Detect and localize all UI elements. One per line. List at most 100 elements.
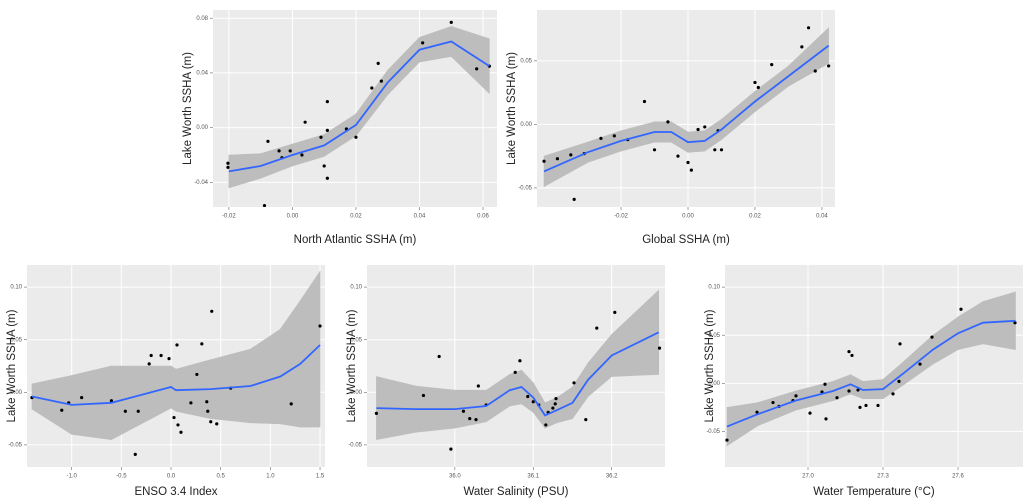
confidence-band (450, 26, 490, 95)
plot-area (542, 26, 831, 201)
y-tick-label: 0.10 (10, 285, 22, 291)
x-tick-label: 0.5 (217, 474, 226, 480)
data-point (542, 159, 546, 163)
data-point (370, 86, 374, 90)
data-point (725, 438, 729, 442)
data-point (584, 418, 588, 422)
data-point (689, 168, 693, 172)
data-point (209, 420, 213, 424)
y-tick-label: 0.05 (708, 333, 720, 339)
data-point (325, 100, 329, 104)
data-point (719, 148, 724, 152)
data-point (379, 79, 383, 83)
data-point (210, 309, 214, 313)
x-axis-label: North Atlantic SSHA (m) (294, 234, 417, 246)
data-point (149, 353, 153, 358)
data-point (569, 153, 573, 157)
data-point (325, 128, 329, 132)
data-point (176, 423, 180, 427)
data-point (756, 85, 760, 90)
data-point (755, 410, 759, 414)
x-tick-label: 0.00 (682, 214, 694, 220)
data-point (289, 402, 293, 406)
panel: -0.05 0.00 0.05 0.10 -1.0 -0.5 0.0 0.5 1.0 1.5 ENS… (6, 265, 325, 498)
x-tick-label: -1.0 (67, 474, 78, 480)
data-point (827, 64, 831, 68)
data-point (808, 411, 812, 415)
data-point (652, 148, 657, 152)
data-point (595, 326, 599, 330)
data-point (468, 417, 472, 421)
x-tick-label: 1.0 (266, 474, 275, 480)
data-point (189, 401, 193, 405)
confidence-band (982, 291, 1016, 351)
data-point (572, 381, 576, 385)
data-point (898, 342, 902, 346)
data-point (449, 20, 453, 24)
data-point (200, 342, 204, 346)
confidence-band (788, 27, 829, 87)
data-point (354, 135, 358, 139)
data-point (215, 422, 219, 426)
data-point (657, 346, 662, 350)
x-tick-label: 36.0 (449, 474, 461, 480)
data-point (179, 430, 183, 434)
data-point (771, 400, 775, 405)
y-axis-label: Lake Worth SSHA (m) (182, 52, 194, 165)
data-point (544, 423, 548, 427)
data-point (696, 127, 700, 132)
data-point (159, 353, 163, 358)
data-point (205, 400, 209, 404)
plot-background (537, 10, 835, 207)
data-point (60, 408, 64, 412)
panel: -0.05 0.00 0.05 0.10 36.0 36.1 36.2 Water Salin… (346, 265, 665, 498)
data-point (794, 394, 798, 398)
panel: -0.05 0.00 0.05 0.10 27.0 27.3 27.6 Water Tempe… (704, 265, 1023, 498)
data-point (195, 372, 199, 377)
data-point (226, 161, 230, 165)
data-point (319, 135, 323, 139)
y-axis-label: Lake Worth SSHA (m) (506, 52, 518, 165)
data-point (513, 370, 517, 374)
y-tick-label: 0.05 (350, 337, 362, 343)
data-point (823, 382, 827, 386)
data-point (226, 165, 230, 169)
data-point (897, 379, 901, 383)
y-tick-label: -0.04 (194, 180, 208, 186)
data-point (864, 403, 868, 408)
data-point (613, 310, 617, 314)
data-point (858, 405, 862, 409)
y-tick-label: 0.00 (10, 390, 22, 396)
data-point (850, 353, 854, 358)
data-point (421, 393, 426, 398)
y-tick-label: 0.00 (708, 381, 720, 387)
data-point (172, 415, 176, 420)
confidence-band (299, 270, 321, 428)
x-tick-label: 0.04 (816, 214, 828, 220)
data-point (554, 397, 558, 401)
data-point (959, 307, 963, 311)
x-tick-label: 0.00 (287, 214, 299, 220)
smooth-line (726, 319, 1016, 428)
plot-area (226, 20, 491, 207)
plot-background (725, 265, 1023, 467)
data-point (835, 396, 839, 400)
data-point (325, 176, 329, 180)
y-tick-label: 0.04 (196, 71, 208, 77)
smooth-line (543, 44, 830, 173)
x-tick-label: 1.5 (316, 474, 325, 480)
data-point (876, 403, 880, 408)
y-tick-label: 0.00 (196, 125, 208, 131)
data-point (891, 392, 895, 396)
data-point (175, 343, 179, 347)
x-tick-label: -0.02 (614, 214, 628, 220)
data-point (800, 45, 804, 49)
smooth-line (31, 344, 321, 406)
data-point (374, 411, 379, 415)
y-axis-label: Lake Worth SSHA (m) (6, 309, 18, 422)
y-tick-label: 0.10 (708, 285, 720, 291)
x-tick-label: 27.3 (877, 474, 889, 480)
data-point (266, 139, 270, 143)
